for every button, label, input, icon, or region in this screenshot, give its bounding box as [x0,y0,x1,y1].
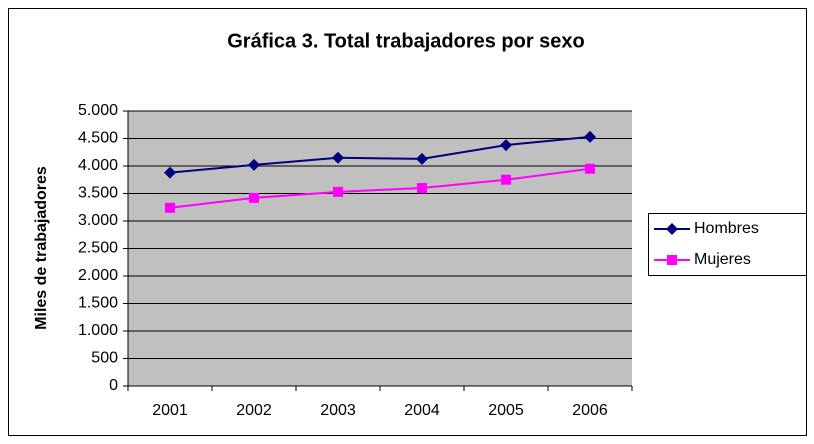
y-tick-label: 4.500 [78,130,118,147]
legend-marker [667,255,677,265]
data-point [332,151,344,164]
y-tick-label: 5.000 [78,102,118,119]
legend-label: Mujeres [694,251,751,268]
y-tick-label: 3.000 [78,212,118,229]
data-point [164,166,176,179]
y-tick-label: 2.000 [78,267,118,284]
legend-label: Hombres [694,220,759,237]
y-tick-label: 500 [91,350,118,367]
y-tick-label: 1.500 [78,295,118,312]
data-point [165,202,175,213]
series-line [169,167,591,209]
chart-title: Gráfica 3. Total trabajadores por sexo [227,30,585,52]
y-tick-label: 1.000 [78,322,118,339]
x-tick-label: 2001 [152,402,188,419]
data-point [416,152,428,165]
x-tick-label: 2006 [572,402,608,419]
legend-marker [666,223,678,235]
data-point [248,158,260,171]
data-point [249,192,259,203]
x-tick-label: 2004 [404,402,440,419]
data-point [501,174,511,185]
y-tick-label: 3.500 [78,185,118,202]
y-tick-label: 0 [109,377,118,394]
data-point [333,186,343,197]
y-tick-label: 2.500 [78,240,118,257]
data-point [584,130,596,143]
data-point [585,163,595,174]
x-tick-label: 2005 [488,402,524,419]
y-tick-label: 4.000 [78,157,118,174]
data-point [417,183,427,193]
data-point [500,139,512,152]
series-line [169,135,591,174]
x-tick-label: 2002 [236,402,272,419]
legend-box [648,213,807,276]
y-axis-label: Miles de trabajadores [33,166,50,330]
x-tick-label: 2003 [320,402,356,419]
